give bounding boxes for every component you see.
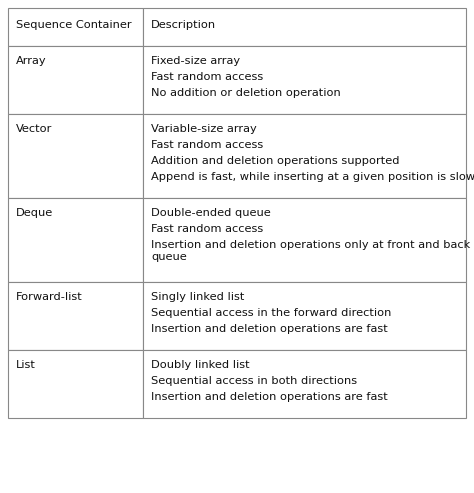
Text: List: List — [16, 360, 36, 370]
Text: Singly linked list: Singly linked list — [151, 292, 245, 302]
Bar — [143, 198, 466, 282]
Text: No addition or deletion operation: No addition or deletion operation — [151, 88, 341, 98]
Text: Insertion and deletion operations are fast: Insertion and deletion operations are fa… — [151, 324, 388, 334]
Text: Fast random access: Fast random access — [151, 224, 264, 234]
Text: Forward-list: Forward-list — [16, 292, 83, 302]
Text: Insertion and deletion operations are fast: Insertion and deletion operations are fa… — [151, 392, 388, 402]
Bar — [8, 8, 143, 46]
Bar — [143, 282, 466, 350]
Text: Sequence Container: Sequence Container — [16, 20, 132, 30]
Bar — [8, 46, 143, 114]
Text: Deque: Deque — [16, 208, 53, 218]
Text: Vector: Vector — [16, 124, 52, 134]
Text: Array: Array — [16, 56, 46, 66]
Text: Fixed-size array: Fixed-size array — [151, 56, 240, 66]
Bar — [8, 282, 143, 350]
Text: Sequential access in both directions: Sequential access in both directions — [151, 376, 357, 386]
Text: Addition and deletion operations supported: Addition and deletion operations support… — [151, 156, 400, 166]
Bar — [8, 114, 143, 198]
Text: Fast random access: Fast random access — [151, 140, 264, 150]
Bar — [143, 46, 466, 114]
Text: Insertion and deletion operations only at front and back of the
queue: Insertion and deletion operations only a… — [151, 240, 474, 262]
Bar — [143, 350, 466, 418]
Text: Double-ended queue: Double-ended queue — [151, 208, 271, 218]
Bar — [8, 350, 143, 418]
Text: Fast random access: Fast random access — [151, 72, 264, 82]
Bar — [8, 198, 143, 282]
Text: Description: Description — [151, 20, 216, 30]
Bar — [143, 8, 466, 46]
Text: Sequential access in the forward direction: Sequential access in the forward directi… — [151, 308, 392, 318]
Text: Variable-size array: Variable-size array — [151, 124, 257, 134]
Text: Append is fast, while inserting at a given position is slow: Append is fast, while inserting at a giv… — [151, 172, 474, 182]
Text: Doubly linked list: Doubly linked list — [151, 360, 250, 370]
Bar — [143, 114, 466, 198]
